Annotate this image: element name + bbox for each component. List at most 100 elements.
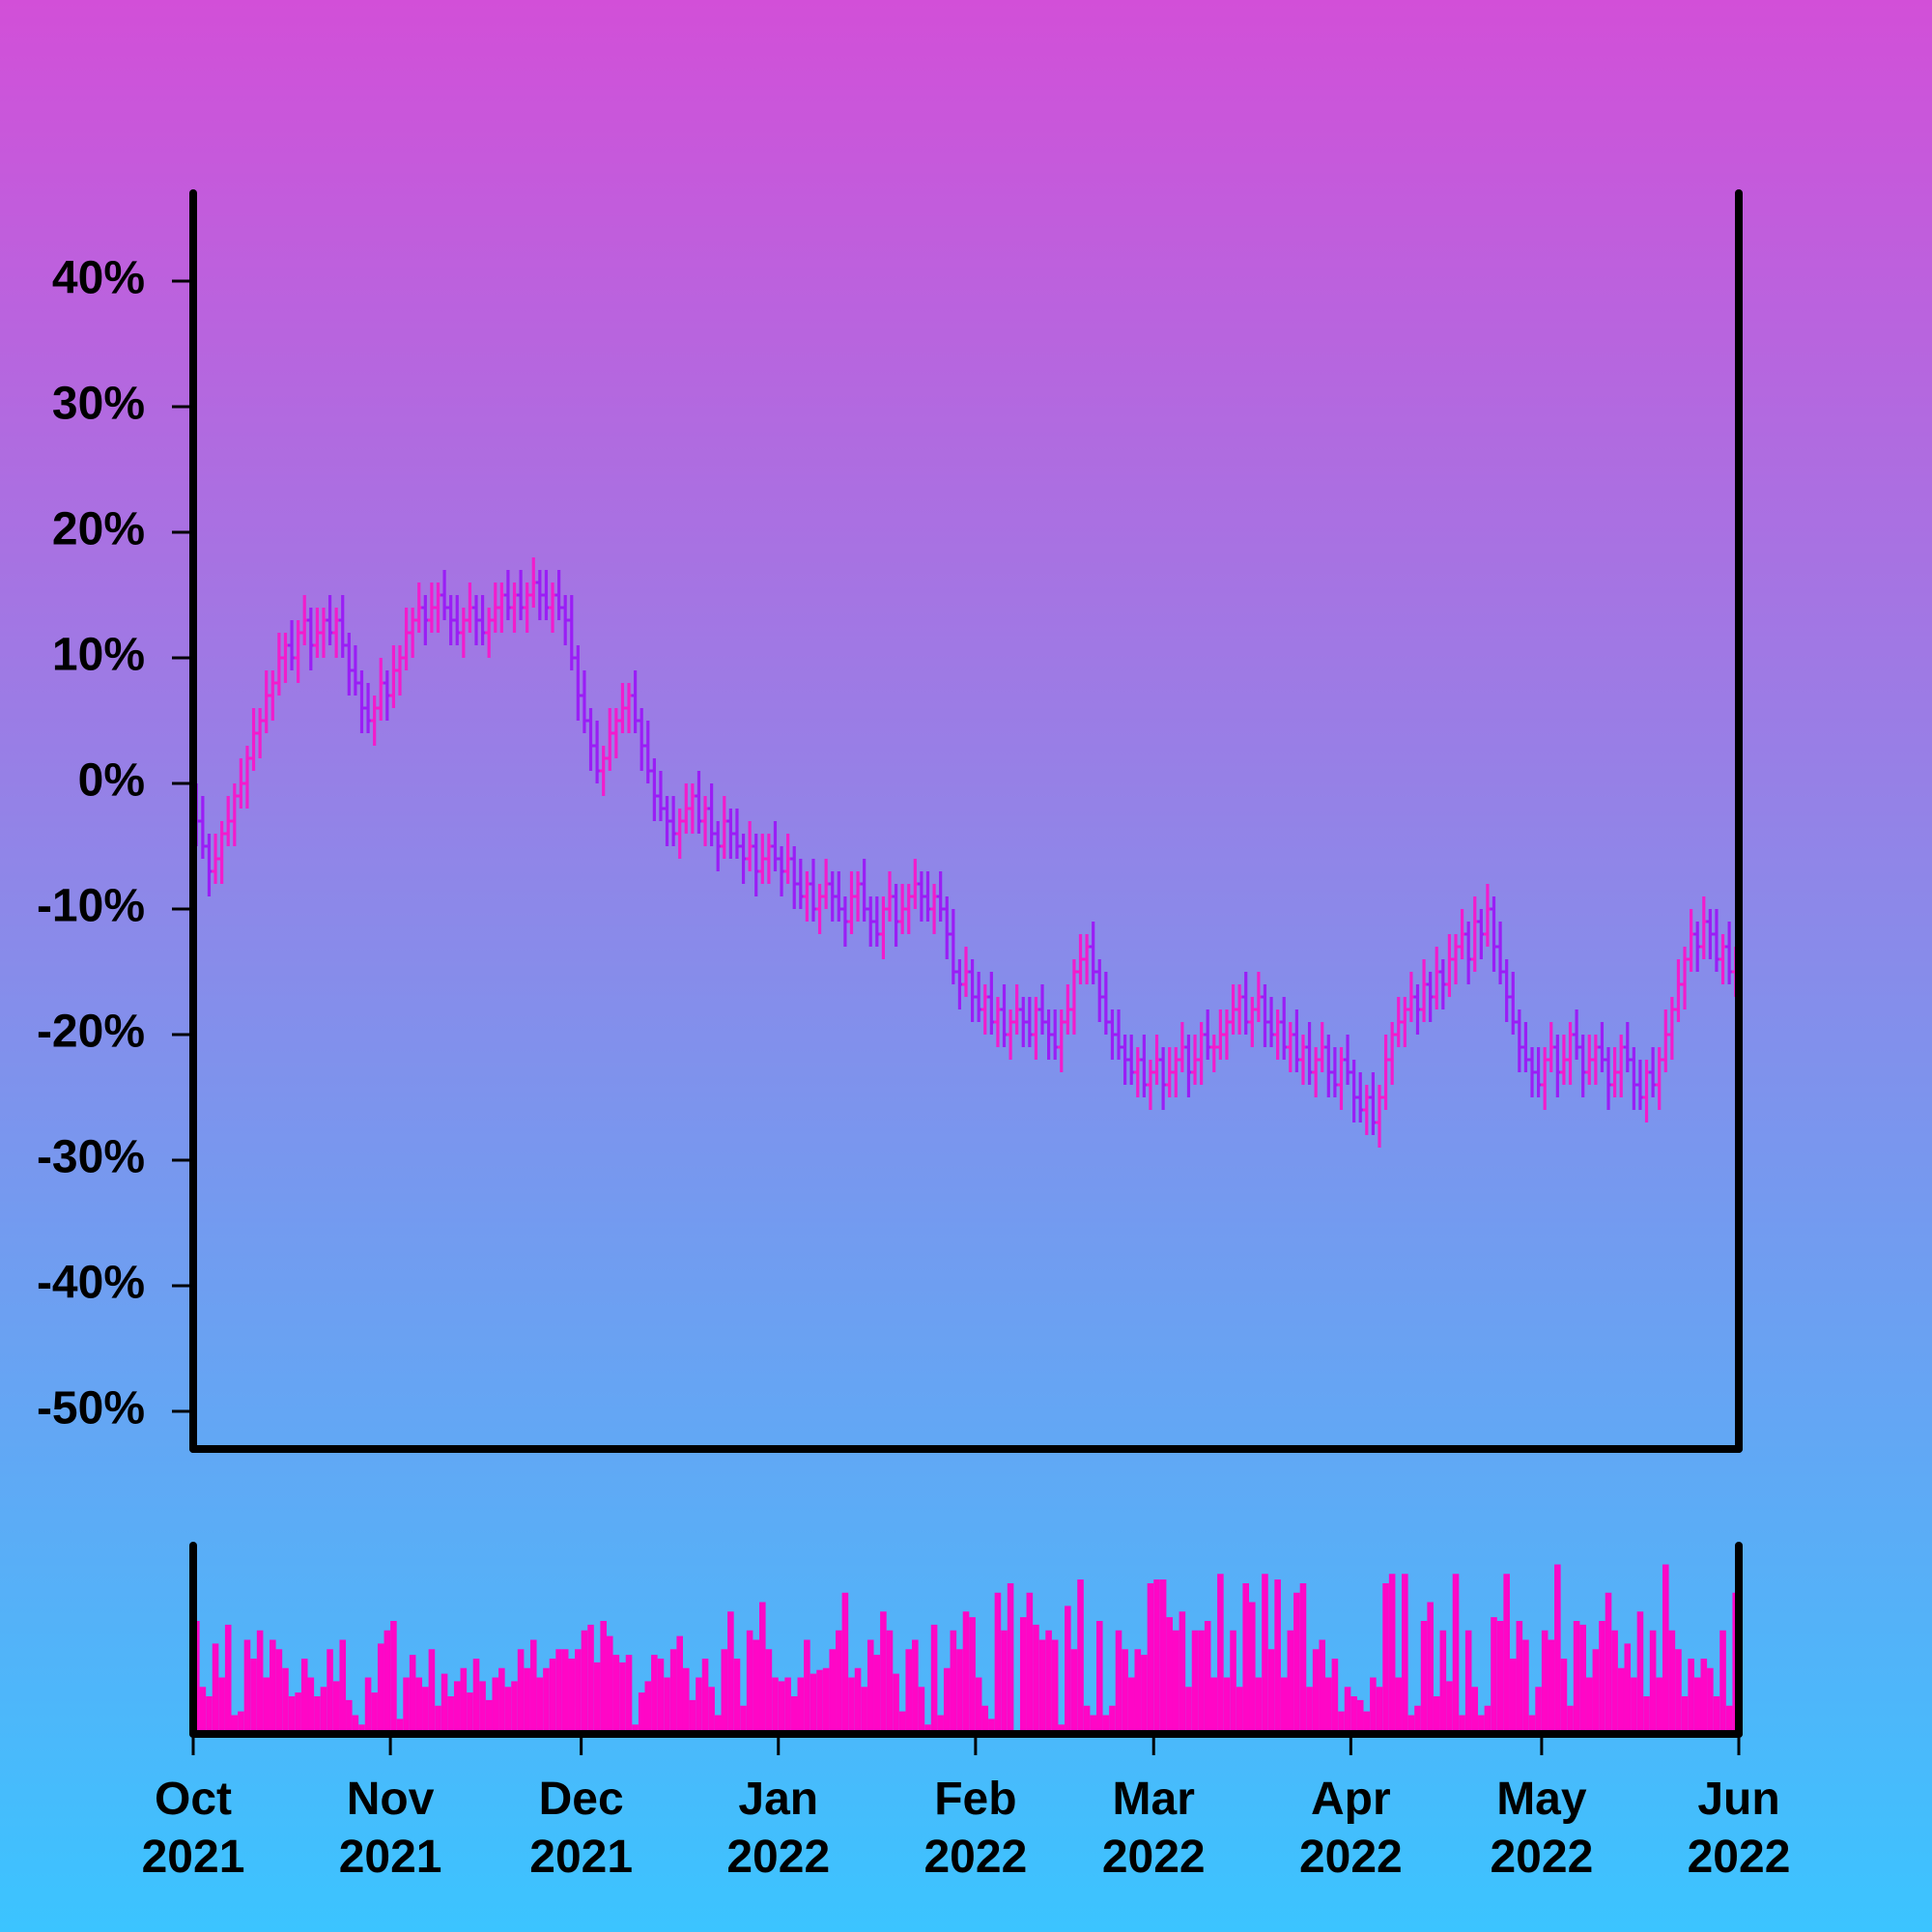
volume-bar — [300, 1659, 308, 1734]
ohlc-bar — [872, 896, 881, 947]
y-tick-label: -50% — [37, 1383, 145, 1435]
ohlc-bar — [357, 670, 366, 733]
ohlc-bar — [1007, 1009, 1015, 1060]
volume-bar — [975, 1677, 982, 1734]
ohlc-bar — [1381, 1035, 1390, 1110]
volume-bar — [759, 1602, 766, 1734]
ohlc-bar — [1267, 997, 1276, 1047]
volume-bar — [696, 1677, 702, 1734]
ohlc-bar — [395, 645, 404, 696]
ohlc-bar — [1025, 997, 1034, 1047]
ohlc-bar — [1509, 972, 1518, 1035]
volume-bar — [352, 1715, 359, 1734]
ohlc-bar — [485, 608, 494, 658]
volume-bar — [364, 1677, 372, 1734]
volume-bar — [898, 1711, 906, 1734]
volume-bar — [644, 1681, 652, 1734]
volume-bar — [1516, 1621, 1523, 1734]
volume-bar — [1560, 1659, 1568, 1734]
volume-bar — [1420, 1621, 1428, 1734]
volume-bar — [1242, 1583, 1250, 1734]
ohlc-bar — [1236, 984, 1244, 1035]
volume-bar — [295, 1692, 301, 1734]
ohlc-bar — [1305, 1022, 1314, 1085]
ohlc-bar — [1388, 1022, 1397, 1085]
ohlc-bar — [599, 746, 608, 796]
volume-bar — [428, 1649, 436, 1734]
volume-bar — [682, 1667, 690, 1734]
x-tick-label: Mar 2022 — [1101, 1774, 1206, 1883]
volume-bar — [314, 1696, 321, 1734]
volume-bar — [1083, 1705, 1091, 1734]
volume-bar — [238, 1711, 244, 1734]
volume-bar — [1509, 1659, 1517, 1734]
ohlc-bar — [1127, 1035, 1136, 1085]
volume-bar — [529, 1639, 537, 1734]
volume-bar — [396, 1719, 404, 1734]
ohlc-bar — [351, 645, 359, 696]
ohlc-bar — [549, 582, 557, 633]
volume-bar — [880, 1611, 887, 1734]
volume-bar — [1611, 1630, 1618, 1734]
ohlc-bar — [510, 582, 519, 633]
ohlc-bar — [1712, 909, 1720, 972]
ohlc-bar — [586, 708, 595, 771]
volume-bar — [1217, 1574, 1224, 1734]
ohlc-bar — [1534, 1047, 1543, 1097]
volume-bar — [632, 1724, 639, 1734]
volume-bar — [708, 1687, 715, 1734]
ohlc-bar — [1369, 1072, 1378, 1135]
volume-bar — [1255, 1677, 1263, 1734]
ohlc-bar — [796, 859, 805, 909]
y-tick-label: -10% — [37, 881, 145, 932]
volume-bar — [625, 1655, 633, 1734]
y-tick-label: 20% — [52, 504, 145, 555]
volume-bar — [1338, 1711, 1345, 1734]
volume-bar — [1249, 1602, 1256, 1734]
ohlc-bar — [1101, 972, 1110, 1035]
ohlc-bar — [497, 582, 506, 633]
ohlc-bar — [1578, 1035, 1587, 1097]
volume-bar — [1491, 1617, 1497, 1734]
ohlc-bar — [1337, 1047, 1346, 1110]
volume-bar — [390, 1621, 397, 1734]
ohlc-bar — [1095, 959, 1104, 1022]
ohlc-bar — [274, 633, 283, 696]
volume-bar — [822, 1667, 830, 1734]
volume-bar — [1051, 1639, 1059, 1734]
ohlc-bar — [580, 670, 588, 733]
ohlc-bar — [542, 570, 551, 620]
volume-bar — [384, 1630, 391, 1734]
volume-bar — [740, 1705, 747, 1734]
ohlc-bar — [1451, 934, 1460, 984]
y-tick-label: 30% — [52, 379, 145, 430]
volume-bar — [1070, 1649, 1078, 1734]
volume-bar — [1376, 1687, 1383, 1734]
ohlc-bar — [1687, 909, 1695, 972]
ohlc-bar — [943, 896, 952, 959]
volume-bar — [1058, 1724, 1065, 1734]
ohlc-bar — [338, 595, 347, 658]
volume-bar — [581, 1630, 588, 1734]
ohlc-bar — [1502, 959, 1511, 1022]
volume-bar — [1274, 1579, 1281, 1734]
volume-bar — [1592, 1649, 1600, 1734]
ohlc-bar — [1420, 959, 1429, 1022]
volume-bar — [517, 1649, 525, 1734]
ohlc-bar — [1197, 1022, 1206, 1085]
ohlc-bar — [1623, 1022, 1632, 1072]
volume-bar — [1191, 1630, 1199, 1734]
volume-bar — [224, 1624, 232, 1734]
ohlc-bar — [1649, 1047, 1658, 1097]
ohlc-bar — [732, 809, 741, 859]
volume-bar — [1402, 1574, 1408, 1734]
volume-bar — [810, 1673, 817, 1734]
volume-bar — [1045, 1630, 1052, 1734]
volume-bar — [1636, 1611, 1644, 1734]
volume-bar — [600, 1621, 607, 1734]
volume-bar — [1382, 1583, 1389, 1734]
volume-bar — [746, 1630, 753, 1734]
volume-bar — [816, 1669, 823, 1734]
